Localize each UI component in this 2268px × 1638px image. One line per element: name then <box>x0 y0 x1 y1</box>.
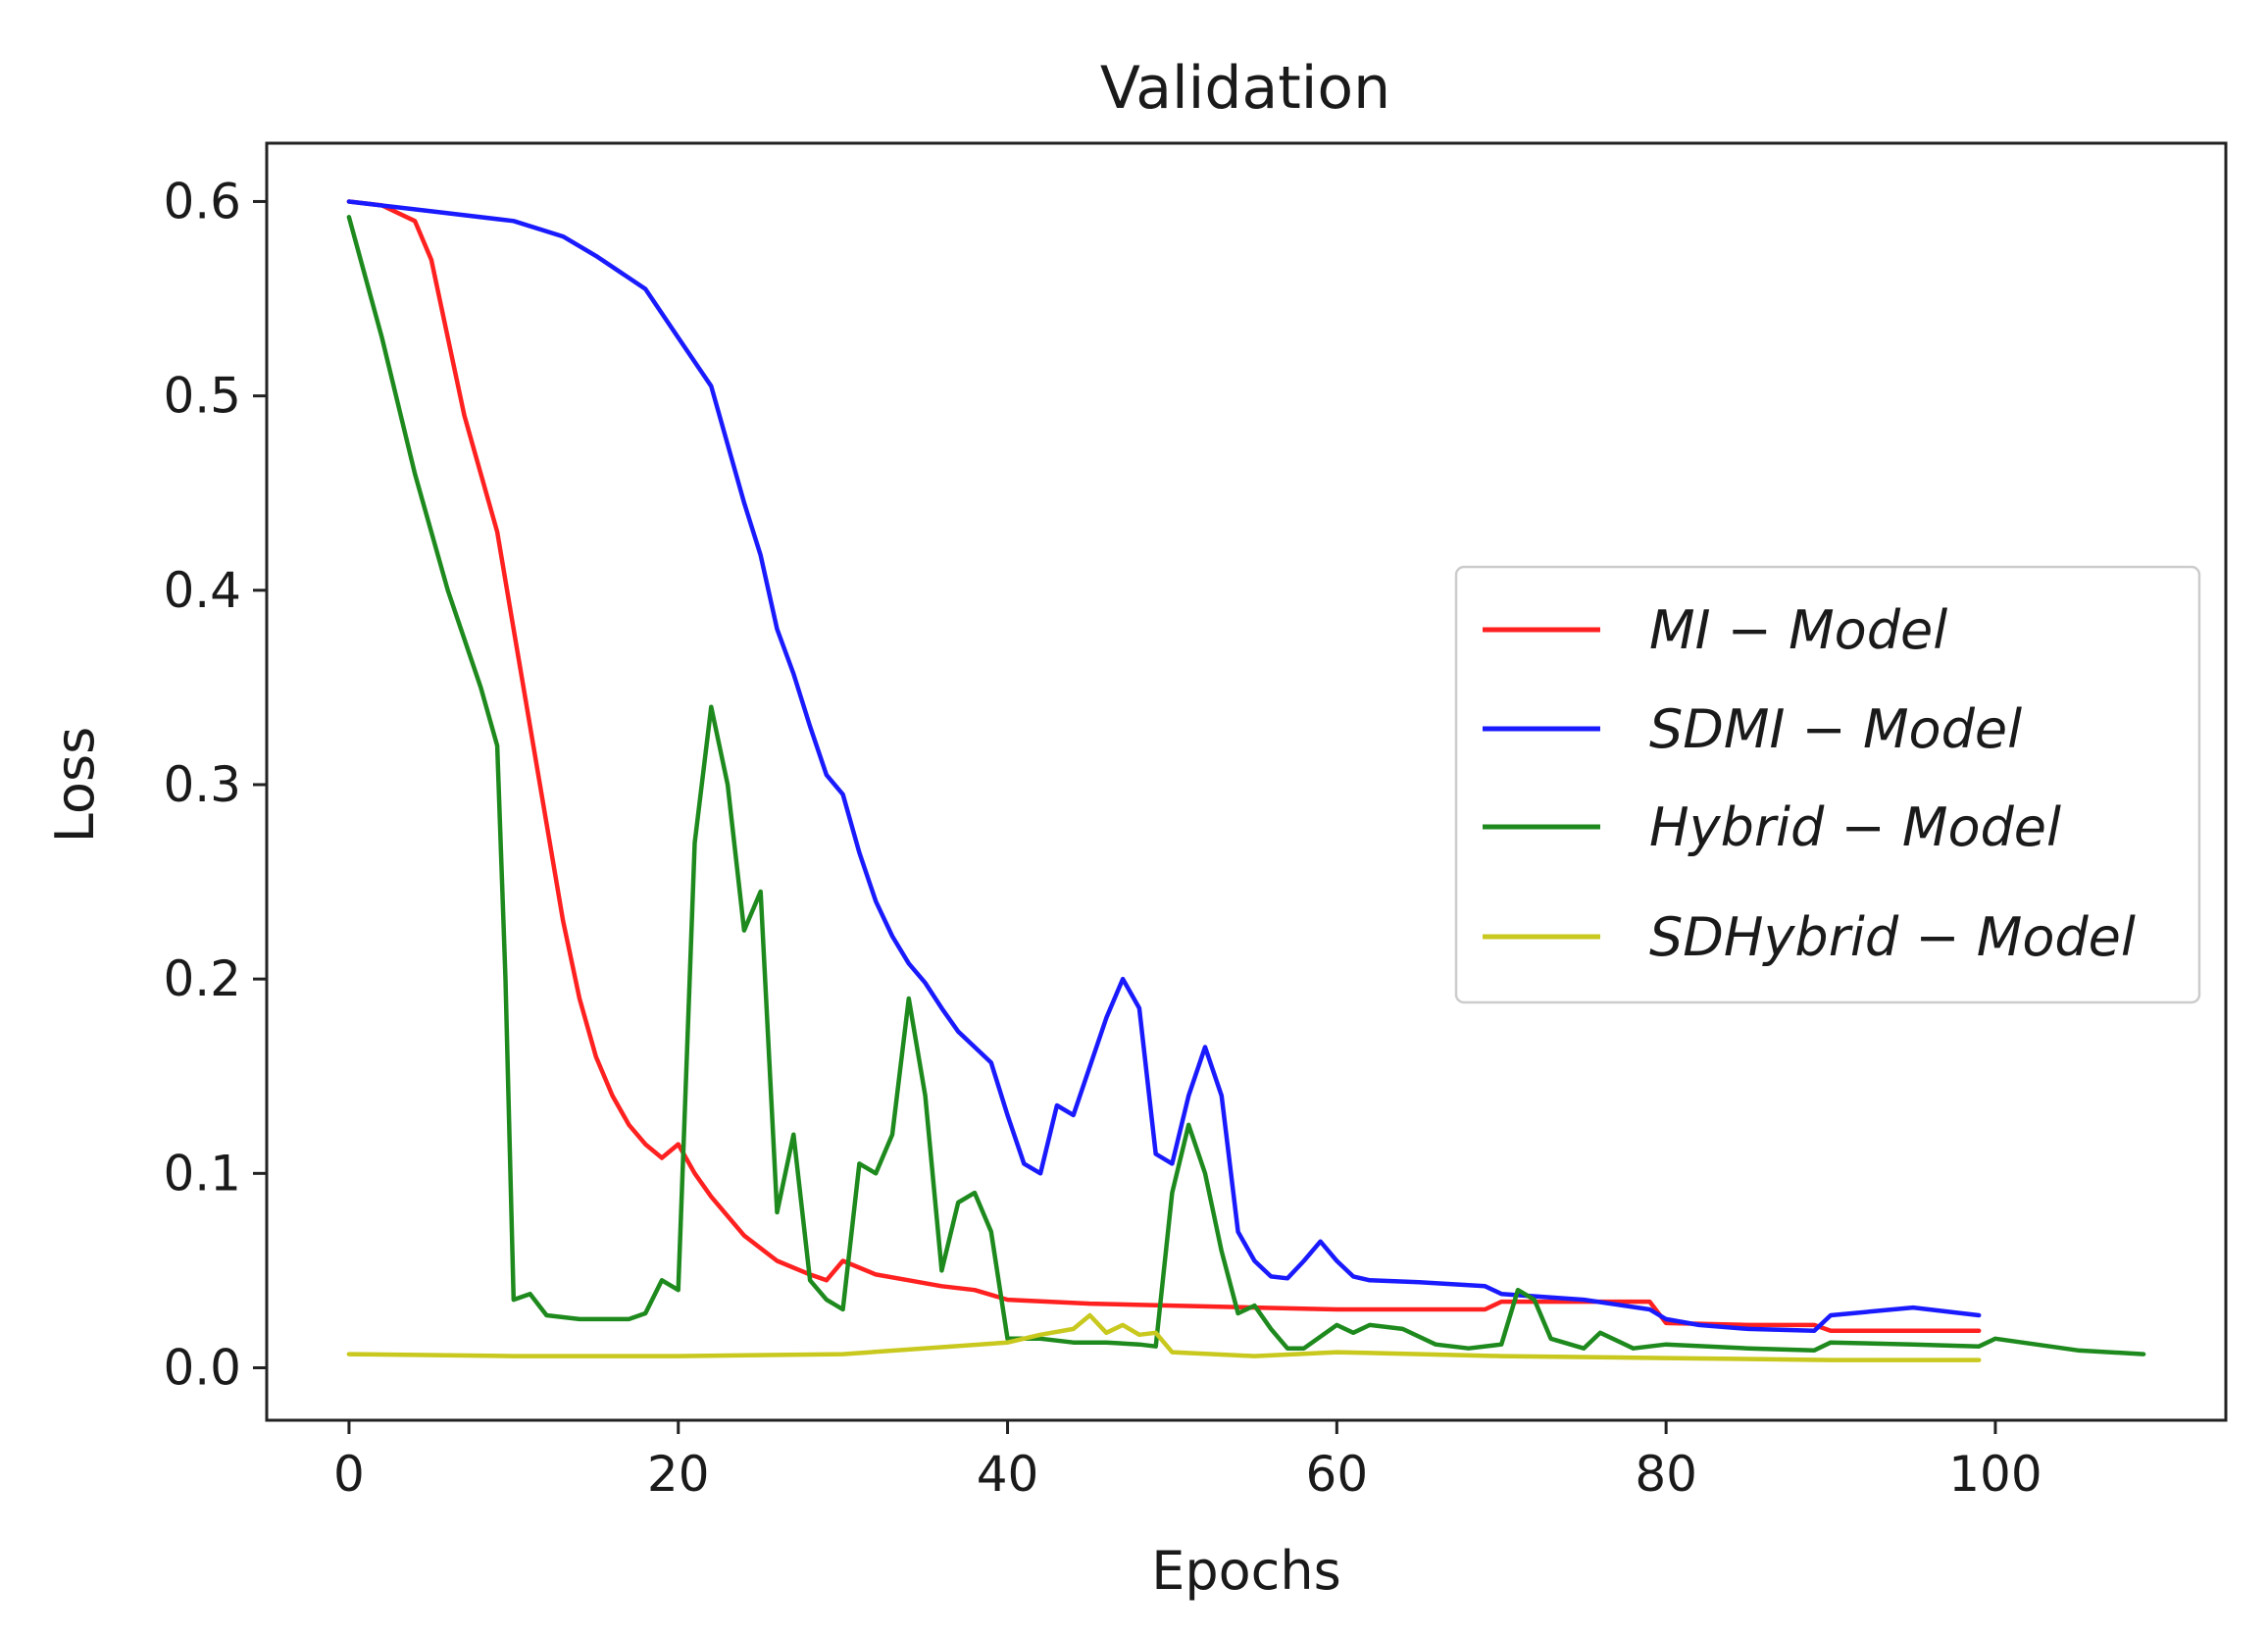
x-axis: 0 20 40 60 80 100 <box>333 1420 2042 1503</box>
legend-label-3: Hybrid − Model <box>1649 796 2061 858</box>
x-tick-label: 40 <box>977 1446 1039 1503</box>
y-tick-label: 0.3 <box>163 756 241 813</box>
y-tick-label: 0.6 <box>163 173 241 230</box>
x-axis-label: Epochs <box>1151 1540 1340 1602</box>
legend-label-2: SDMI − Model <box>1649 698 2022 760</box>
x-tick-label: 20 <box>647 1446 710 1503</box>
x-tick-label: 100 <box>1948 1446 2041 1503</box>
series-line-4 <box>346 1312 1982 1362</box>
y-axis: 0.0 0.1 0.2 0.3 0.4 0.5 0.6 <box>163 173 267 1396</box>
legend-label-4: SDHybrid − Model <box>1649 906 2136 968</box>
y-tick-label: 0.4 <box>163 562 241 619</box>
series-line-2 <box>346 199 1982 1334</box>
x-tick-label: 0 <box>333 1446 365 1503</box>
legend: MI − Model SDMI − Model Hybrid − Model SDHy… <box>1454 565 2201 1004</box>
series-group <box>346 199 2146 1362</box>
legend-label-1: MI − Model <box>1649 599 1947 661</box>
x-tick-label: 80 <box>1635 1446 1697 1503</box>
y-tick-label: 0.1 <box>163 1145 241 1202</box>
y-tick-label: 0.5 <box>163 368 241 425</box>
legend-box <box>1454 565 2201 1004</box>
series-line-1 <box>346 199 1982 1334</box>
chart-title: Validation <box>1100 54 1390 123</box>
y-tick-label: 0.2 <box>163 950 241 1007</box>
plot-frame <box>265 141 2228 1422</box>
y-axis-label: Loss <box>44 727 106 843</box>
y-tick-label: 0.0 <box>163 1339 241 1396</box>
x-tick-label: 60 <box>1306 1446 1369 1503</box>
